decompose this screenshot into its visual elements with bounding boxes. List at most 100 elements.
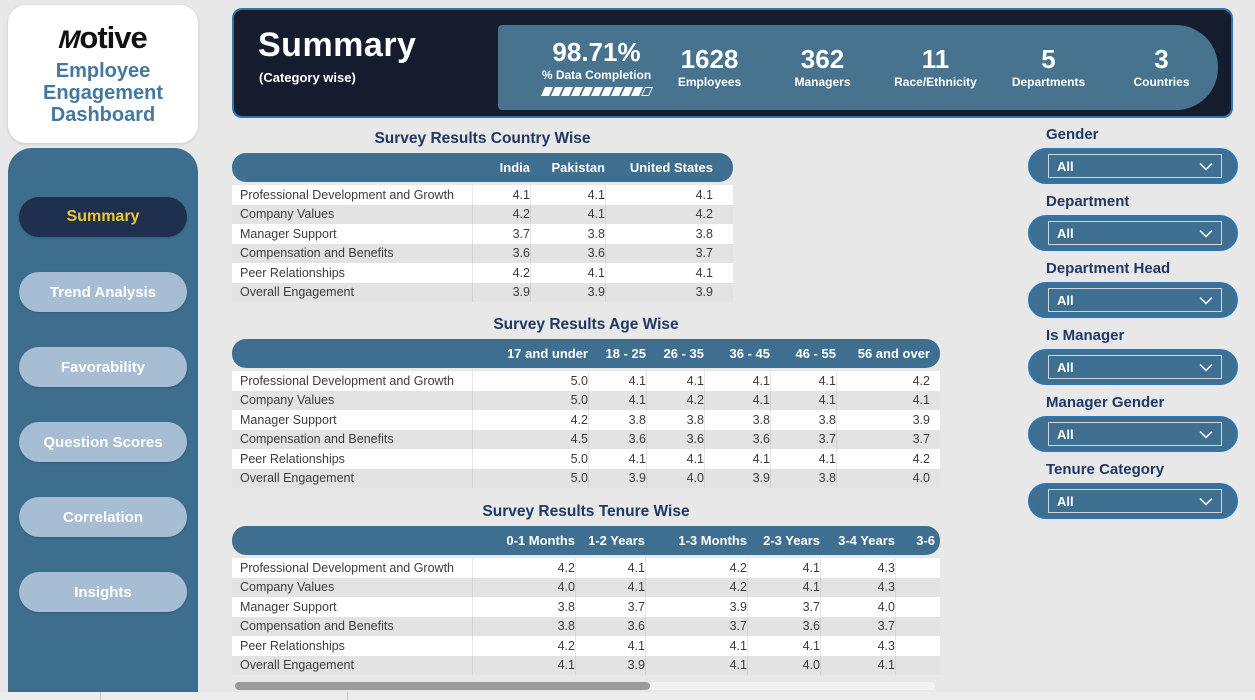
row-value: 4.1: [747, 636, 820, 656]
column-header[interactable]: 36 - 45: [729, 346, 770, 361]
table-row[interactable]: Overall Engagement 3.9 3.9 3.9: [232, 282, 733, 302]
filter-pill: All: [1028, 282, 1238, 318]
column-header[interactable]: 0-1 Months: [506, 533, 575, 548]
kpi-employees: 1628 Employees: [653, 43, 766, 90]
row-label: Overall Engagement: [240, 285, 354, 300]
column-header[interactable]: 26 - 35: [663, 346, 704, 361]
column-header[interactable]: 46 - 55: [795, 346, 836, 361]
row-value: 4.2: [836, 449, 930, 469]
gender-dropdown[interactable]: All: [1048, 154, 1222, 178]
row-value: 3.9: [530, 282, 605, 302]
row-value: 4.3: [820, 636, 895, 656]
column-header[interactable]: 56 and over: [857, 346, 930, 361]
row-value: 3.7: [836, 429, 930, 449]
department-head-dropdown[interactable]: All: [1048, 288, 1222, 312]
filter-group-department: Department All: [1028, 193, 1238, 251]
table-row[interactable]: Peer Relationships 4.2 4.1 4.1: [232, 263, 733, 283]
tenure-table-scrollbar-thumb[interactable]: [235, 682, 650, 690]
sidebar-item-insights[interactable]: Insights: [19, 572, 187, 612]
column-header[interactable]: 2-3 Years: [763, 533, 820, 548]
table-row[interactable]: Manager Support 4.2 3.8 3.8 3.8 3.8 3.9: [232, 410, 940, 430]
row-label: Compensation and Benefits: [240, 619, 394, 634]
column-header[interactable]: 1-2 Years: [588, 533, 645, 548]
table-row[interactable]: Peer Relationships 5.0 4.1 4.1 4.1 4.1 4.2: [232, 449, 940, 469]
column-header[interactable]: India: [499, 160, 530, 175]
sidebar-item-correlation[interactable]: Correlation: [19, 497, 187, 537]
filter-label: Tenure Category: [1046, 461, 1165, 478]
kpi-label: Employees: [677, 75, 742, 90]
table-row[interactable]: Company Values 5.0 4.1 4.2 4.1 4.1 4.1: [232, 390, 940, 410]
row-value: 3.7: [820, 616, 895, 636]
row-value: 4.1: [575, 577, 645, 597]
row-value: 3.8: [530, 224, 605, 244]
row-value: 4.1: [530, 185, 605, 205]
table-row[interactable]: Overall Engagement 5.0 3.9 4.0 3.9 3.8 4.0: [232, 468, 940, 488]
sidebar-item-question-scores[interactable]: Question Scores: [19, 422, 187, 462]
kpi-value: 1628: [680, 43, 739, 74]
sidebar-item-favorability[interactable]: Favorability: [19, 347, 187, 387]
row-value: 4.1: [530, 204, 605, 224]
column-header[interactable]: United States: [629, 160, 713, 175]
column-header[interactable]: 17 and under: [507, 346, 588, 361]
kpi-departments: 5 Departments: [992, 45, 1105, 89]
table-row[interactable]: Professional Development and Growth 4.1 4.…: [232, 185, 733, 205]
row-value: [895, 558, 935, 578]
table-row[interactable]: Company Values 4.0 4.1 4.2 4.1 4.3: [232, 577, 940, 597]
kpi-value: 3: [1154, 43, 1169, 74]
row-value: 4.1: [770, 449, 836, 469]
row-value: 4.0: [820, 597, 895, 617]
row-value: 3.6: [575, 616, 645, 636]
row-value: 4.2: [472, 558, 575, 578]
table-row[interactable]: Overall Engagement 4.1 3.9 4.1 4.0 4.1: [232, 655, 940, 675]
row-value: 3.6: [588, 429, 646, 449]
column-header[interactable]: 3-6: [916, 533, 935, 548]
tenure-category-dropdown[interactable]: All: [1048, 489, 1222, 513]
kpi-managers: 362 Managers: [766, 45, 879, 89]
tenure-table-scrollbar[interactable]: [235, 682, 935, 690]
row-label: Manager Support: [240, 599, 337, 614]
table-row[interactable]: Manager Support 3.8 3.7 3.9 3.7 4.0: [232, 597, 940, 617]
column-header[interactable]: 1-3 Months: [678, 533, 747, 548]
dropdown-selected-value: All: [1057, 292, 1074, 308]
filter-group-manager-gender: Manager Gender All: [1028, 394, 1238, 452]
chevron-down-icon: [1199, 430, 1213, 439]
table-row[interactable]: Company Values 4.2 4.1 4.2: [232, 204, 733, 224]
table-row[interactable]: Professional Development and Growth 4.2 4.…: [232, 558, 940, 578]
table-row[interactable]: Compensation and Benefits 4.5 3.6 3.6 3.6 3.7…: [232, 429, 940, 449]
row-value: 5.0: [472, 449, 588, 469]
manager-gender-dropdown[interactable]: All: [1048, 422, 1222, 446]
filter-pill: All: [1028, 483, 1238, 519]
table-row[interactable]: Professional Development and Growth 5.0 4.…: [232, 371, 940, 391]
row-value: 4.2: [472, 636, 575, 656]
column-header[interactable]: 3-4 Years: [838, 533, 895, 548]
is-manager-dropdown[interactable]: All: [1048, 355, 1222, 379]
table-row[interactable]: Compensation and Benefits 3.6 3.6 3.7: [232, 243, 733, 263]
row-value: 3.9: [575, 655, 645, 675]
sidebar-item-trend-analysis[interactable]: Trend Analysis: [19, 272, 187, 312]
table-body: Professional Development and Growth 4.1 4.…: [232, 185, 733, 302]
dropdown-selected-value: All: [1057, 426, 1074, 442]
row-value: 4.1: [820, 655, 895, 675]
table-row[interactable]: Compensation and Benefits 3.8 3.6 3.7 3.6 3.7: [232, 616, 940, 636]
table-row[interactable]: Manager Support 3.7 3.8 3.8: [232, 224, 733, 244]
filter-label: Department Head: [1046, 260, 1171, 277]
nav-sidebar: Summary Trend Analysis Favorability Questio…: [8, 148, 198, 692]
row-value: 4.1: [646, 449, 704, 469]
table-body: Professional Development and Growth 5.0 4.…: [232, 371, 940, 488]
chevron-down-icon: [1199, 363, 1213, 372]
row-value: 4.0: [836, 468, 930, 488]
column-header[interactable]: Pakistan: [551, 160, 605, 175]
sidebar-item-summary[interactable]: Summary: [19, 197, 187, 237]
row-label: Company Values: [240, 393, 335, 408]
kpi-label: % Data Completion: [541, 68, 652, 83]
table-header-row: 0-1 Months 1-2 Years 1-3 Months 2-3 Years 3-…: [232, 526, 940, 555]
department-dropdown[interactable]: All: [1048, 221, 1222, 245]
row-value: 4.2: [645, 558, 747, 578]
column-header[interactable]: 18 - 25: [605, 346, 646, 361]
data-completion-progress-bar: [540, 87, 653, 97]
table-row[interactable]: Peer Relationships 4.2 4.1 4.1 4.1 4.3: [232, 636, 940, 656]
dashboard-title: Employee Engagement Dashboard: [42, 59, 164, 126]
table-survey-results-age-wise: Survey Results Age Wise 17 and under 18 - …: [232, 316, 940, 488]
row-value: 4.1: [704, 449, 770, 469]
row-value: [895, 597, 935, 617]
